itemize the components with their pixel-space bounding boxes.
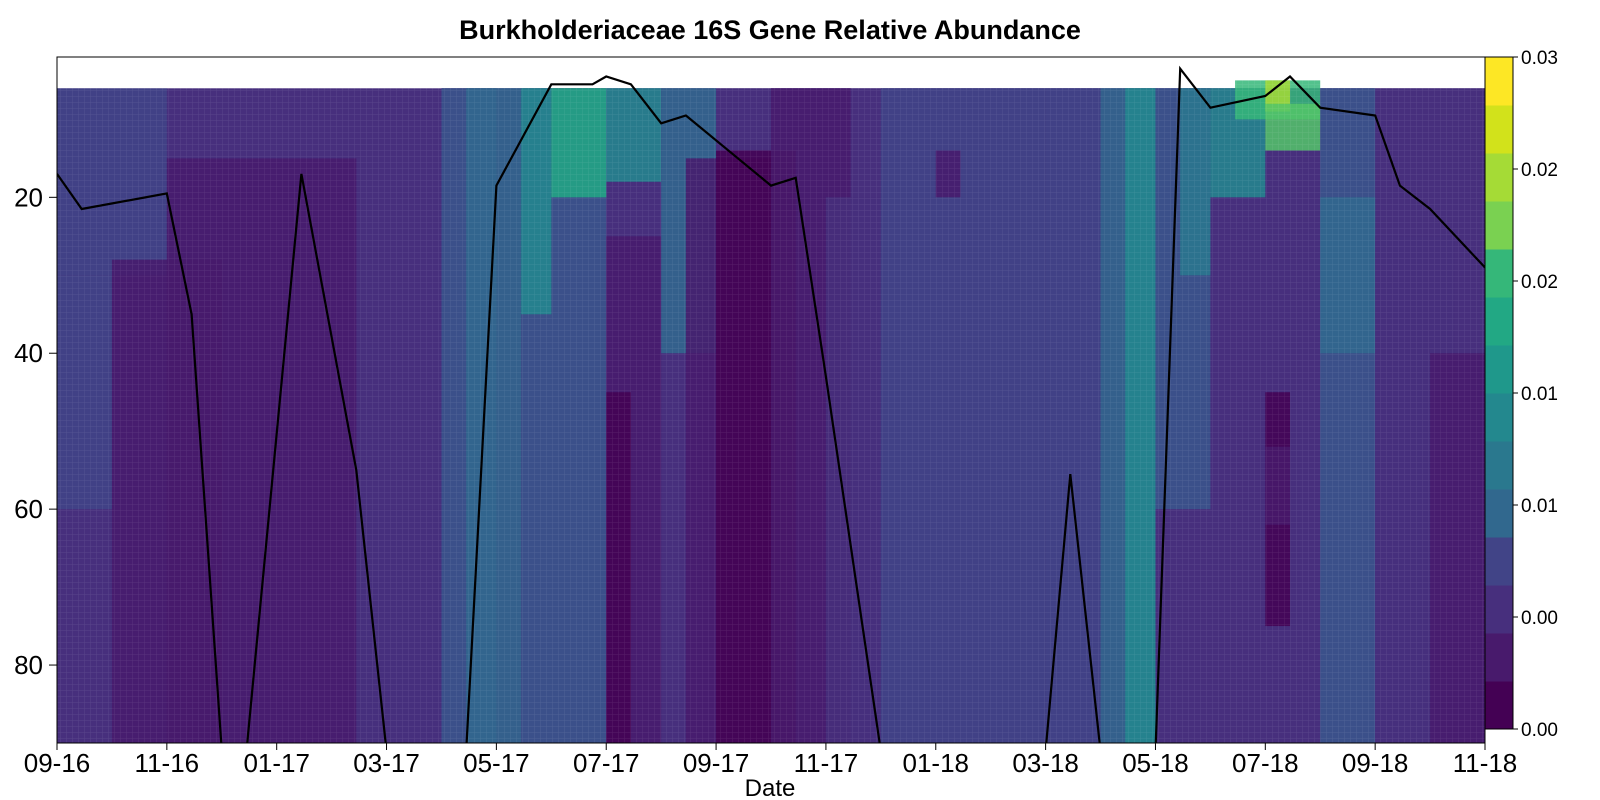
colorbar-segment [1485,153,1513,202]
x-tick-label: 11-18 [1453,748,1518,778]
x-tick-label: 03-18 [1012,748,1079,778]
colorbar-segment [1485,633,1513,682]
colorbar-tick-label: 0.02 [1521,272,1558,293]
x-axis-label: Date [745,775,796,800]
colorbar-tick-label: 0.03 [1521,48,1558,69]
colorbar-tick-label: 0.02 [1521,160,1558,181]
y-tick-label: 80 [14,650,43,680]
x-tick-label: 11-16 [135,748,200,778]
colorbar-segment [1485,585,1513,634]
x-tick-label: 03-17 [353,748,420,778]
x-tick-label: 09-17 [683,748,750,778]
colorbar-segment [1485,57,1513,106]
x-tick-label: 05-17 [463,748,530,778]
colorbar-tick-label: 0.00 [1521,608,1558,629]
x-tick-label: 11-17 [794,748,859,778]
colorbar-tick-label: 0.01 [1521,384,1558,405]
y-axis: 20 40 60 80 [14,182,57,680]
colorbar-segment [1485,345,1513,394]
x-tick-label: 01-17 [243,748,310,778]
x-axis: 09-16 11-16 01-17 03-17 05-17 07-17 09-17 11-17… [24,743,1518,778]
colorbar-segment [1485,249,1513,298]
chart-title: Burkholderiaceae 16S Gene Relative Abund… [459,15,1081,45]
colorbar-segment [1485,297,1513,346]
colorbar-segment [1485,105,1513,154]
colorbar-segment [1485,489,1513,538]
colorbar: 0.03 0.02 0.02 0.01 0.01 0.00 0.00 [1484,48,1558,741]
y-tick-label: 20 [14,182,43,212]
colorbar-segment [1485,201,1513,250]
contour-gridlines [57,57,1485,743]
x-tick-label: 05-18 [1122,748,1189,778]
colorbar-segment [1485,681,1513,730]
x-tick-label: 07-17 [573,748,640,778]
colorbar-segment [1485,441,1513,490]
y-tick-label: 60 [14,494,43,524]
x-tick-label: 01-18 [903,748,970,778]
colorbar-segment [1485,393,1513,442]
x-tick-label: 09-16 [24,748,91,778]
x-tick-label: 09-18 [1342,748,1409,778]
overlay-line [57,65,1485,743]
colorbar-tick-label: 0.00 [1521,720,1558,741]
plot-area [57,57,1485,743]
y-tick-label: 40 [14,338,43,368]
x-tick-label: 07-18 [1232,748,1299,778]
colorbar-tick-label: 0.01 [1521,496,1558,517]
colorbar-segment [1485,537,1513,586]
